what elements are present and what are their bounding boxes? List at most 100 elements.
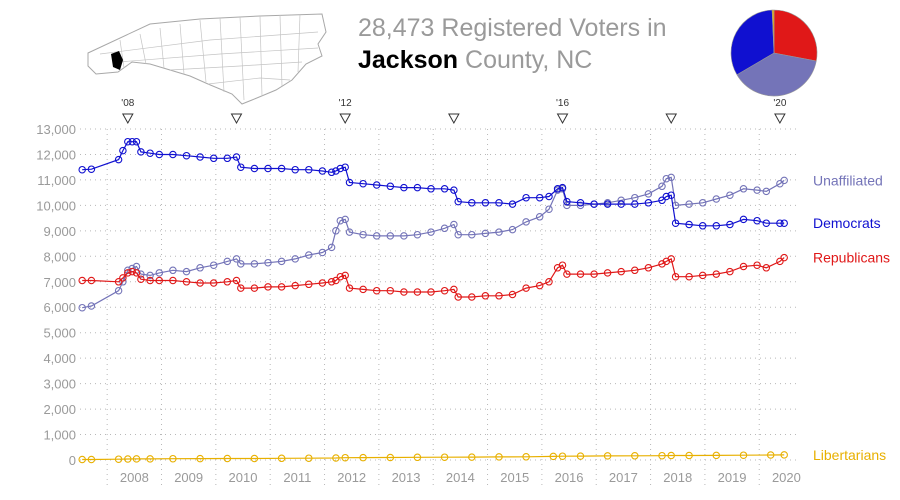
data-point-unaffiliated xyxy=(454,230,462,239)
x-tick-label: 2020 xyxy=(772,470,801,485)
data-point-libertarians xyxy=(114,455,123,463)
data-point-republicans xyxy=(535,281,544,290)
data-point-republicans xyxy=(671,272,680,281)
data-point-democrats xyxy=(776,219,784,227)
data-point-democrats xyxy=(685,220,693,229)
data-point-republicans xyxy=(508,290,517,299)
series-labels: Unaffiliated Democrats Republicans Libertar… xyxy=(813,172,890,462)
data-point-republicans xyxy=(291,281,299,290)
data-point-democrats xyxy=(631,200,639,208)
y-tick-label: 1,000 xyxy=(43,428,76,443)
y-tick-label: 0 xyxy=(69,453,76,468)
x-tick-label: 2012 xyxy=(337,470,366,485)
data-point-unaffiliated xyxy=(468,230,476,239)
data-point-republicans xyxy=(450,285,458,294)
data-point-libertarians xyxy=(87,455,96,464)
pie-slice-republicans xyxy=(773,9,818,62)
data-point-democrats xyxy=(753,216,761,225)
data-point-democrats xyxy=(223,154,232,163)
data-point-republicans xyxy=(603,269,612,277)
x-tick-label: 2008 xyxy=(120,470,149,485)
election-markers: '08 '12 '16 '20 xyxy=(121,98,787,125)
data-point-unaffiliated xyxy=(264,258,272,267)
x-tick-label: 2014 xyxy=(446,470,475,485)
data-point-unaffiliated xyxy=(685,200,693,208)
data-point-unaffiliated xyxy=(762,187,771,196)
data-point-democrats xyxy=(237,163,245,171)
data-point-unaffiliated xyxy=(318,248,327,257)
data-point-democrats xyxy=(413,183,422,192)
data-point-republicans xyxy=(182,278,191,286)
data-point-unaffiliated xyxy=(182,267,191,276)
data-point-republicans xyxy=(318,279,327,287)
data-point-unaffiliated xyxy=(535,213,544,221)
data-point-democrats xyxy=(762,219,771,227)
data-point-unaffiliated xyxy=(291,255,299,263)
series-line-unaffiliated xyxy=(82,176,785,309)
data-point-libertarians xyxy=(685,451,693,460)
y-tick-label: 8,000 xyxy=(43,249,76,264)
x-tick-label: 2018 xyxy=(663,470,692,485)
data-point-republicans xyxy=(667,255,675,263)
data-point-libertarians xyxy=(549,452,558,461)
data-point-democrats xyxy=(522,193,530,202)
election-marker-icon xyxy=(339,113,352,125)
data-point-unaffiliated xyxy=(232,255,241,263)
election-marker-icon xyxy=(665,113,678,125)
data-point-unaffiliated xyxy=(753,186,761,194)
x-tick-label: 2009 xyxy=(174,470,203,485)
data-point-republicans xyxy=(386,286,395,295)
data-point-democrats xyxy=(576,199,585,207)
data-point-unaffiliated xyxy=(413,230,422,239)
data-point-unaffiliated xyxy=(332,227,340,235)
data-point-libertarians xyxy=(124,455,132,463)
data-point-democrats xyxy=(545,192,553,201)
data-point-unaffiliated xyxy=(87,302,96,310)
data-point-republicans xyxy=(137,275,145,283)
data-point-unaffiliated xyxy=(345,228,354,236)
data-point-republicans xyxy=(232,276,241,285)
data-point-republicans xyxy=(341,271,349,280)
data-point-libertarians xyxy=(495,453,503,461)
data-point-democrats xyxy=(454,197,462,206)
data-point-libertarians xyxy=(146,455,154,463)
data-point-libertarians xyxy=(277,454,286,463)
series-label-unaffiliated: Unaffiliated xyxy=(813,172,883,188)
y-tick-label: 13,000 xyxy=(36,122,76,137)
data-point-democrats xyxy=(698,222,707,230)
data-point-unaffiliated xyxy=(450,220,458,229)
data-point-unaffiliated xyxy=(644,190,653,198)
data-point-unaffiliated xyxy=(495,228,503,236)
data-point-libertarians xyxy=(712,451,721,460)
data-point-unaffiliated xyxy=(305,251,313,259)
data-point-republicans xyxy=(132,269,141,277)
data-point-libertarians xyxy=(667,451,675,460)
data-point-democrats xyxy=(341,163,349,171)
data-point-libertarians xyxy=(522,453,530,461)
data-point-republicans xyxy=(155,276,164,285)
data-point-democrats xyxy=(450,186,458,194)
data-point-republicans xyxy=(87,276,96,285)
data-point-democrats xyxy=(644,199,653,207)
pie-slice-libertarians xyxy=(771,9,775,54)
data-point-libertarians xyxy=(341,453,349,462)
data-point-democrats xyxy=(372,181,381,189)
chart-title-line1: 28,473 Registered Voters in xyxy=(358,14,667,42)
county-name: Jackson xyxy=(358,46,459,74)
data-point-republicans xyxy=(413,288,422,296)
data-point-republicans xyxy=(522,284,530,292)
pie-slice-unaffiliated xyxy=(736,52,817,97)
data-point-libertarians xyxy=(603,452,612,460)
data-point-unaffiliated xyxy=(522,218,530,226)
data-point-unaffiliated xyxy=(146,271,154,280)
data-point-democrats xyxy=(128,137,136,146)
data-point-republicans xyxy=(780,253,788,262)
data-point-libertarians xyxy=(468,453,476,461)
y-tick-label: 5,000 xyxy=(43,326,76,341)
data-point-democrats xyxy=(132,137,141,146)
data-point-democrats xyxy=(137,148,145,156)
data-point-libertarians xyxy=(359,453,367,462)
data-point-democrats xyxy=(495,199,503,207)
data-point-libertarians xyxy=(196,454,204,463)
data-point-democrats xyxy=(468,199,476,207)
